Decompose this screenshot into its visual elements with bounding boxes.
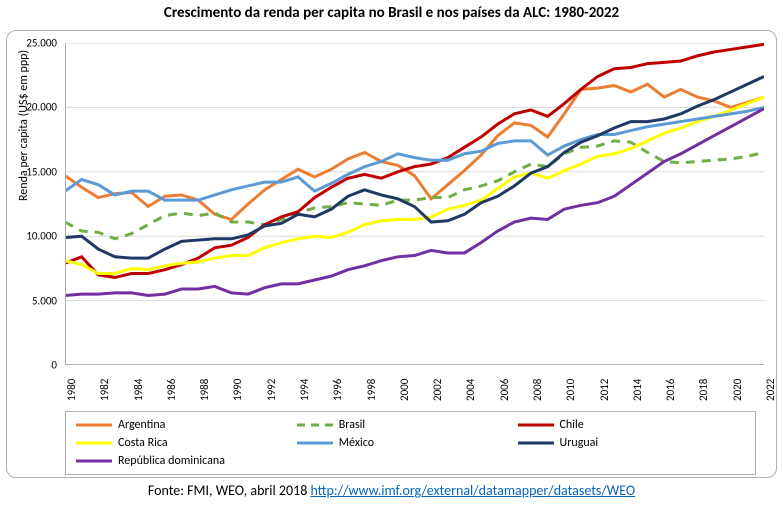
x-tick-label: 2020	[731, 379, 744, 401]
legend-swatch	[76, 438, 112, 448]
x-tick-label: 1984	[132, 379, 145, 401]
legend-label: Argentina	[118, 418, 165, 432]
y-tick-label: 25.000	[26, 37, 57, 50]
x-tick-label: 2014	[631, 379, 644, 401]
chart-title: Crescimento da renda per capita no Brasi…	[0, 4, 783, 22]
x-tick-label: 1980	[65, 379, 78, 401]
y-ticks: 05.00010.00015.00020.00025.000	[7, 43, 61, 365]
x-tick-label: 1992	[265, 379, 278, 401]
x-tick-label: 1998	[365, 379, 378, 401]
source-line: Fonte: FMI, WEO, abril 2018 http://www.i…	[0, 482, 783, 499]
legend-label: República dominicana	[118, 454, 225, 468]
legend-item: Costa Rica	[76, 434, 297, 452]
x-tick-label: 2008	[531, 379, 544, 401]
x-tick-label: 1996	[331, 379, 344, 401]
source-prefix: Fonte: FMI, WEO, abril 2018	[148, 482, 311, 499]
y-tick-label: 0	[51, 359, 57, 372]
x-tick-label: 2022	[764, 379, 777, 401]
legend-swatch	[297, 438, 333, 448]
legend: Argentina Brasil Chile Costa Rica México Urug…	[65, 411, 756, 475]
x-tick-label: 2018	[697, 379, 710, 401]
legend-label: Brasil	[339, 418, 365, 432]
legend-swatch	[297, 420, 333, 430]
x-tick-label: 2016	[664, 379, 677, 401]
source-link[interactable]: http://www.imf.org/external/datamapper/d…	[310, 482, 635, 499]
chart-frame: Crescimento da renda per capita no Brasi…	[0, 0, 783, 517]
x-tick-label: 1994	[298, 379, 311, 401]
legend-label: México	[339, 436, 374, 450]
y-tick-label: 15.000	[26, 165, 57, 178]
x-tick-label: 1986	[165, 379, 178, 401]
legend-item: Argentina	[76, 416, 297, 434]
legend-swatch	[76, 420, 112, 430]
legend-swatch	[518, 438, 554, 448]
legend-label: Costa Rica	[118, 436, 168, 450]
x-tick-label: 1988	[198, 379, 211, 401]
x-tick-label: 2006	[498, 379, 511, 401]
plot-border	[65, 43, 764, 365]
y-tick-label: 20.000	[26, 101, 57, 114]
legend-item: República dominicana	[76, 452, 297, 470]
x-ticks: 1980 1982 1984 1986 1988 1990 1992 1994 1996 1998…	[65, 369, 764, 409]
legend-item: Uruguai	[518, 434, 739, 452]
legend-item: Chile	[518, 416, 739, 434]
legend-swatch	[76, 456, 112, 466]
legend-item: México	[297, 434, 518, 452]
x-tick-label: 1990	[231, 379, 244, 401]
x-tick-label: 2004	[464, 379, 477, 401]
x-tick-label: 2010	[564, 379, 577, 401]
legend-label: Chile	[560, 418, 584, 432]
chart-box: Renda per capita (US$ em ppp) 05.00010.0…	[6, 30, 777, 478]
x-tick-label: 2012	[598, 379, 611, 401]
y-tick-label: 10.000	[26, 230, 57, 243]
legend-item: Brasil	[297, 416, 518, 434]
x-tick-label: 1982	[98, 379, 111, 401]
legend-label: Uruguai	[560, 436, 599, 450]
y-tick-label: 5.000	[32, 294, 57, 307]
x-tick-label: 2002	[431, 379, 444, 401]
x-tick-label: 2000	[398, 379, 411, 401]
plot-area	[65, 43, 764, 365]
legend-swatch	[518, 420, 554, 430]
